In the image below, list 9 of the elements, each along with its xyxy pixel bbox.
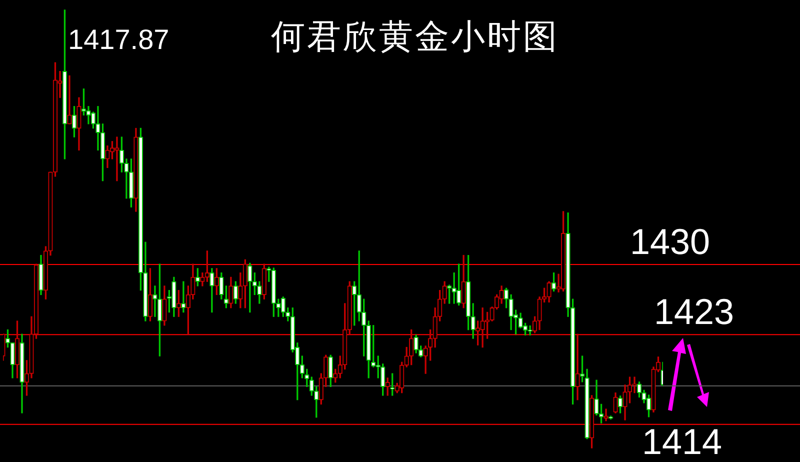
chart-title: 何君欣黄金小时图: [270, 16, 560, 59]
annotation: 1423: [654, 291, 734, 332]
annotation: 1414: [642, 420, 722, 462]
candlestick: [181, 281, 186, 313]
candlestick: [575, 334, 580, 400]
annotation: 1417.87: [68, 24, 170, 56]
annotation: 1430: [630, 220, 710, 262]
candlestick: [604, 408, 608, 422]
candlestick: [67, 75, 72, 124]
